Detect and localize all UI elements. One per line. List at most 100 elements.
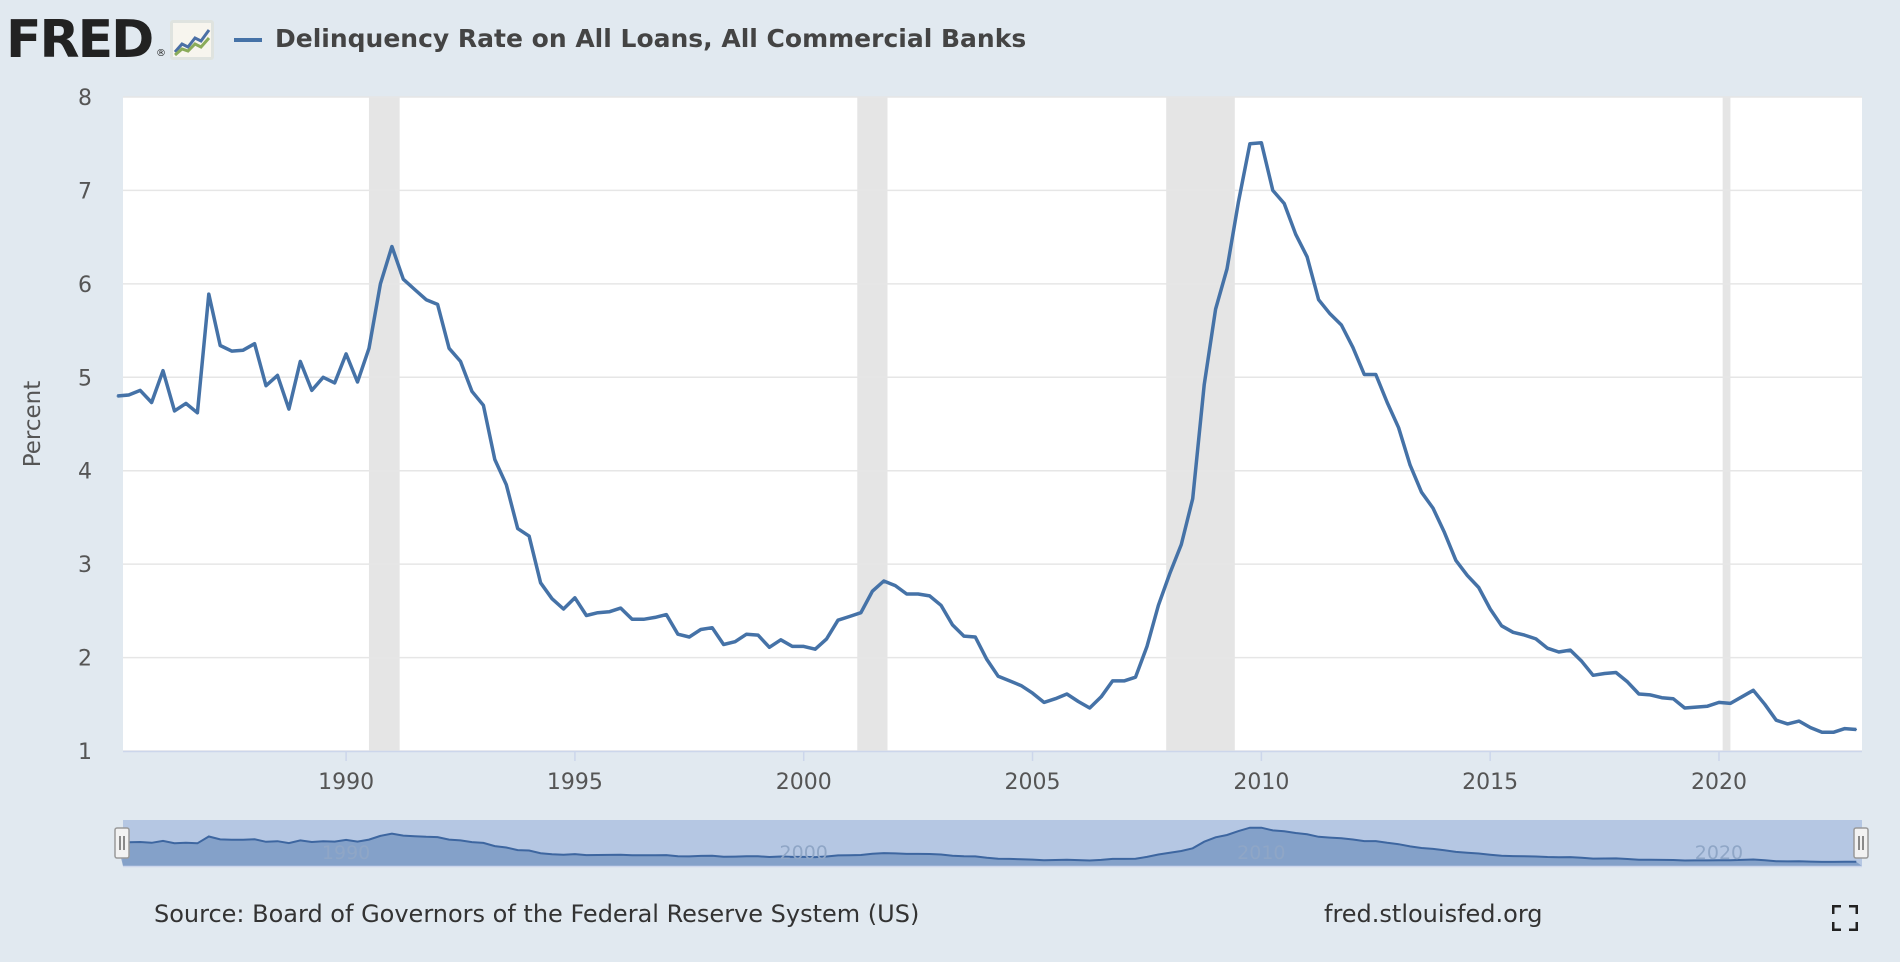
y-tick-label-3: 3 xyxy=(78,553,92,578)
series-point xyxy=(494,458,496,461)
series-point xyxy=(482,404,485,407)
series-point xyxy=(1580,660,1583,663)
series-point xyxy=(516,527,519,530)
fred-line-chart-icon xyxy=(170,20,214,60)
plot-area xyxy=(123,97,1862,751)
y-tick-label-2: 2 xyxy=(78,647,92,672)
series-point xyxy=(1489,608,1491,610)
series-point xyxy=(505,483,508,486)
series-point xyxy=(1455,559,1457,562)
series-point xyxy=(1638,693,1640,695)
navigator-left-handle[interactable] xyxy=(114,827,130,859)
series-point xyxy=(448,347,450,350)
series-point xyxy=(837,619,839,621)
series-point xyxy=(1661,696,1663,699)
series-point xyxy=(539,582,542,584)
series-point xyxy=(1523,634,1526,636)
navigator-line xyxy=(117,826,1857,863)
series-point xyxy=(654,616,656,619)
source-note: Source: Board of Governors of the Federa… xyxy=(154,900,920,928)
navigator-area xyxy=(117,827,1862,866)
series-point xyxy=(1214,308,1217,310)
series-point xyxy=(1203,384,1205,386)
series-point xyxy=(1088,707,1091,709)
y-tick-label-4: 4 xyxy=(78,460,92,485)
series-point xyxy=(1443,531,1446,534)
series-point xyxy=(963,635,965,637)
y-tick-label-1: 1 xyxy=(78,740,92,765)
series-point xyxy=(1729,702,1732,705)
series-point xyxy=(1363,373,1366,376)
series-point xyxy=(1237,200,1240,203)
y-axis-label: Percent xyxy=(20,381,46,468)
series-point xyxy=(951,624,954,626)
series-point xyxy=(1409,464,1411,466)
series-point xyxy=(402,278,405,281)
series-point xyxy=(1718,701,1720,704)
series-point xyxy=(1821,731,1823,734)
series-point xyxy=(1500,625,1503,627)
series-point xyxy=(1855,728,1858,731)
series-point xyxy=(1352,346,1354,349)
series-point xyxy=(825,638,828,640)
series-point xyxy=(642,618,645,621)
series-point xyxy=(162,369,164,372)
series-point xyxy=(677,633,679,635)
navigator-right-handle[interactable] xyxy=(1853,827,1869,859)
series-point xyxy=(608,611,610,613)
series-point xyxy=(368,347,370,350)
series-point xyxy=(928,595,931,597)
series-point xyxy=(1020,684,1022,687)
series-point xyxy=(1466,574,1469,577)
y-tick-label-8: 8 xyxy=(78,86,92,111)
series-point xyxy=(1535,638,1537,640)
series-point xyxy=(528,535,530,537)
series-point xyxy=(562,608,565,610)
series-point xyxy=(688,636,691,638)
fred-url-link[interactable]: fred.stlouisfed.org xyxy=(1324,900,1543,928)
chart-title: Delinquency Rate on All Loans, All Comme… xyxy=(275,24,1027,53)
navigator-tick-label-2010: 2010 xyxy=(1237,842,1285,864)
series-point xyxy=(1764,703,1766,706)
series-point xyxy=(780,639,782,641)
series-point xyxy=(265,384,267,387)
series-point xyxy=(1432,507,1434,509)
series-point xyxy=(322,376,325,379)
x-tick-label-2015: 2015 xyxy=(1462,770,1518,795)
series-point xyxy=(1592,674,1594,677)
series-point xyxy=(379,283,382,285)
series-point xyxy=(1317,298,1320,301)
series-point xyxy=(253,342,256,345)
series-point xyxy=(1420,491,1423,494)
series-point xyxy=(1249,142,1251,145)
series-point xyxy=(1283,202,1285,205)
series-point xyxy=(1546,647,1549,649)
recession-band-3 xyxy=(1722,97,1731,751)
series-point xyxy=(1477,586,1480,589)
series-point xyxy=(139,389,141,392)
navigator-tick-label-1990: 1990 xyxy=(322,842,370,864)
series-point xyxy=(1043,701,1045,704)
y-tick-label-7: 7 xyxy=(78,179,92,204)
series-point xyxy=(242,349,244,352)
fullscreen-icon[interactable] xyxy=(1832,905,1858,931)
series-point xyxy=(1031,692,1034,694)
fred-logo[interactable]: FRED xyxy=(6,10,154,70)
series-point xyxy=(1146,645,1148,648)
series-point xyxy=(1306,255,1308,258)
series-point xyxy=(905,593,908,595)
series-point xyxy=(333,382,336,384)
series-point xyxy=(1397,426,1400,429)
series-point xyxy=(757,634,759,636)
series-point xyxy=(276,374,279,377)
series-point xyxy=(1340,324,1343,326)
series-point xyxy=(219,344,221,347)
series-point xyxy=(436,303,439,306)
series-point xyxy=(1786,723,1789,725)
series-point xyxy=(1077,700,1080,703)
series-point xyxy=(208,293,210,295)
series-point xyxy=(1741,696,1743,698)
series-point xyxy=(345,353,347,355)
recession-band-1 xyxy=(857,97,888,751)
